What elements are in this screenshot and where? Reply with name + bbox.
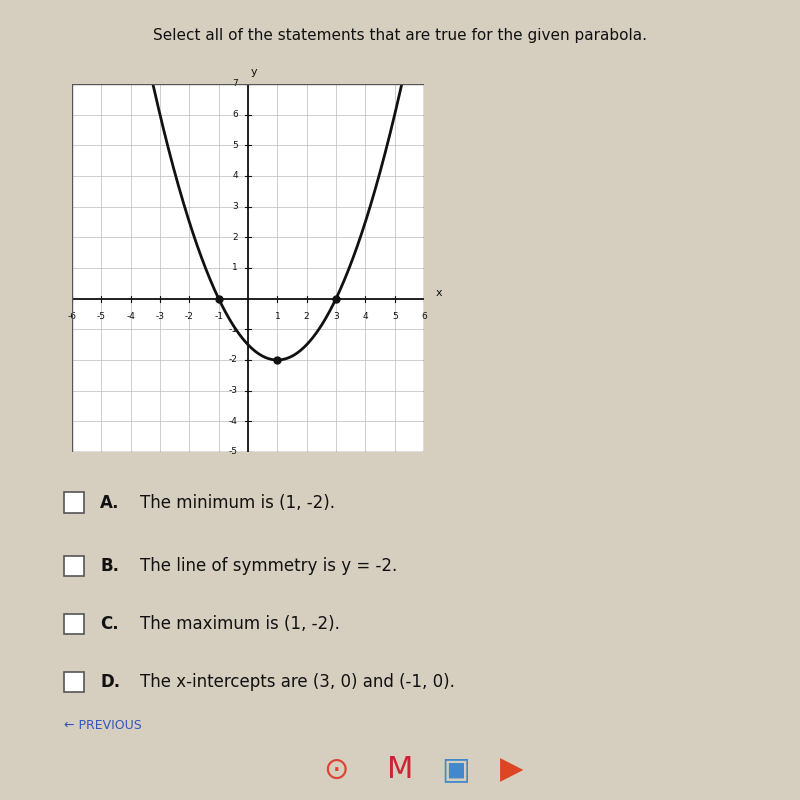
Text: ← PREVIOUS: ← PREVIOUS <box>64 719 142 732</box>
Text: -1: -1 <box>229 325 238 334</box>
Text: ▶: ▶ <box>500 755 524 785</box>
FancyBboxPatch shape <box>64 556 84 576</box>
Text: -1: -1 <box>214 313 223 322</box>
Text: 5: 5 <box>392 313 398 322</box>
Text: M: M <box>387 755 413 785</box>
Text: 3: 3 <box>232 202 238 211</box>
Text: 6: 6 <box>421 313 427 322</box>
Text: A.: A. <box>100 494 119 511</box>
FancyBboxPatch shape <box>64 672 84 692</box>
Text: 4: 4 <box>232 171 238 181</box>
Text: ▣: ▣ <box>442 755 470 785</box>
Text: D.: D. <box>100 673 120 691</box>
Text: -5: -5 <box>229 447 238 457</box>
Text: C.: C. <box>100 615 118 633</box>
Text: -3: -3 <box>229 386 238 395</box>
Text: 1: 1 <box>274 313 280 322</box>
Text: -6: -6 <box>67 313 77 322</box>
Text: The line of symmetry is y = -2.: The line of symmetry is y = -2. <box>140 558 398 575</box>
Text: 1: 1 <box>232 263 238 273</box>
Text: 2: 2 <box>232 233 238 242</box>
Text: -2: -2 <box>229 355 238 365</box>
Text: 5: 5 <box>232 141 238 150</box>
Text: Select all of the statements that are true for the given parabola.: Select all of the statements that are tr… <box>153 28 647 43</box>
Text: 4: 4 <box>362 313 368 322</box>
FancyBboxPatch shape <box>64 492 84 513</box>
Text: ⊙: ⊙ <box>323 755 349 785</box>
Text: The minimum is (1, -2).: The minimum is (1, -2). <box>140 494 335 511</box>
Text: -4: -4 <box>229 417 238 426</box>
Text: y: y <box>250 66 257 77</box>
Text: -3: -3 <box>155 313 165 322</box>
Text: -5: -5 <box>97 313 106 322</box>
Text: -2: -2 <box>185 313 194 322</box>
Text: 2: 2 <box>304 313 310 322</box>
Text: x: x <box>435 287 442 298</box>
Text: -4: -4 <box>126 313 135 322</box>
Text: B.: B. <box>100 558 119 575</box>
Text: 7: 7 <box>232 79 238 89</box>
FancyBboxPatch shape <box>64 614 84 634</box>
Text: The maximum is (1, -2).: The maximum is (1, -2). <box>140 615 340 633</box>
Text: The x-intercepts are (3, 0) and (-1, 0).: The x-intercepts are (3, 0) and (-1, 0). <box>140 673 455 691</box>
Text: 3: 3 <box>333 313 339 322</box>
Text: 6: 6 <box>232 110 238 119</box>
